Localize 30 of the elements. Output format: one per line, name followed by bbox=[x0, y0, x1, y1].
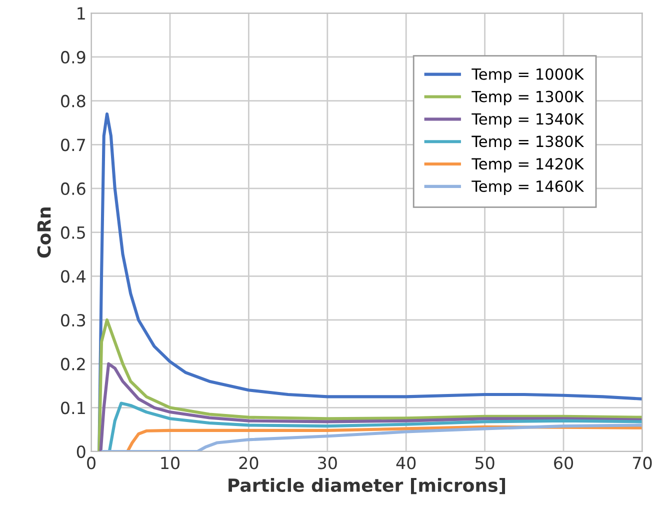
x-tick-label: 60 bbox=[554, 456, 574, 470]
legend-label: Temp = 1460K bbox=[472, 180, 584, 195]
y-tick-label: 0 bbox=[76, 445, 86, 458]
y-tick-label: 0.5 bbox=[61, 226, 85, 239]
x-axis-title: Particle diameter [microns] bbox=[228, 478, 506, 494]
legend-label: Temp = 1300K bbox=[472, 90, 584, 106]
y-tick-label: 0.9 bbox=[61, 50, 86, 64]
legend-label: Temp = 1380K bbox=[472, 136, 584, 150]
y-tick-label: 0.3 bbox=[61, 314, 86, 327]
y-tick-label: 0.7 bbox=[61, 138, 85, 152]
legend-label: Temp = 1000K bbox=[472, 68, 584, 83]
x-tick-label: 0 bbox=[87, 456, 96, 470]
y-tick-label: 0.4 bbox=[61, 270, 86, 283]
x-tick-label: 50 bbox=[475, 456, 494, 470]
x-tick-label: 10 bbox=[161, 456, 180, 470]
y-tick-label: 0.2 bbox=[61, 358, 85, 370]
y-axis-title: CoRn bbox=[37, 208, 51, 258]
line-series bbox=[99, 362, 642, 452]
legend-label: Temp = 1420K bbox=[472, 158, 584, 173]
line-series bbox=[98, 318, 642, 452]
y-tick-label: 0.1 bbox=[61, 402, 85, 414]
x-tick-label: 30 bbox=[318, 456, 337, 470]
line-series bbox=[108, 402, 642, 452]
x-tick-label: 70 bbox=[632, 456, 652, 470]
x-tick-label: 20 bbox=[239, 456, 258, 470]
legend-label: Temp = 1340K bbox=[472, 113, 584, 128]
y-tick-label: 0.8 bbox=[61, 94, 86, 108]
y-tick-label: 1 bbox=[78, 7, 85, 20]
x-tick-label: 40 bbox=[396, 456, 416, 470]
y-tick-label: 0.6 bbox=[61, 182, 86, 196]
